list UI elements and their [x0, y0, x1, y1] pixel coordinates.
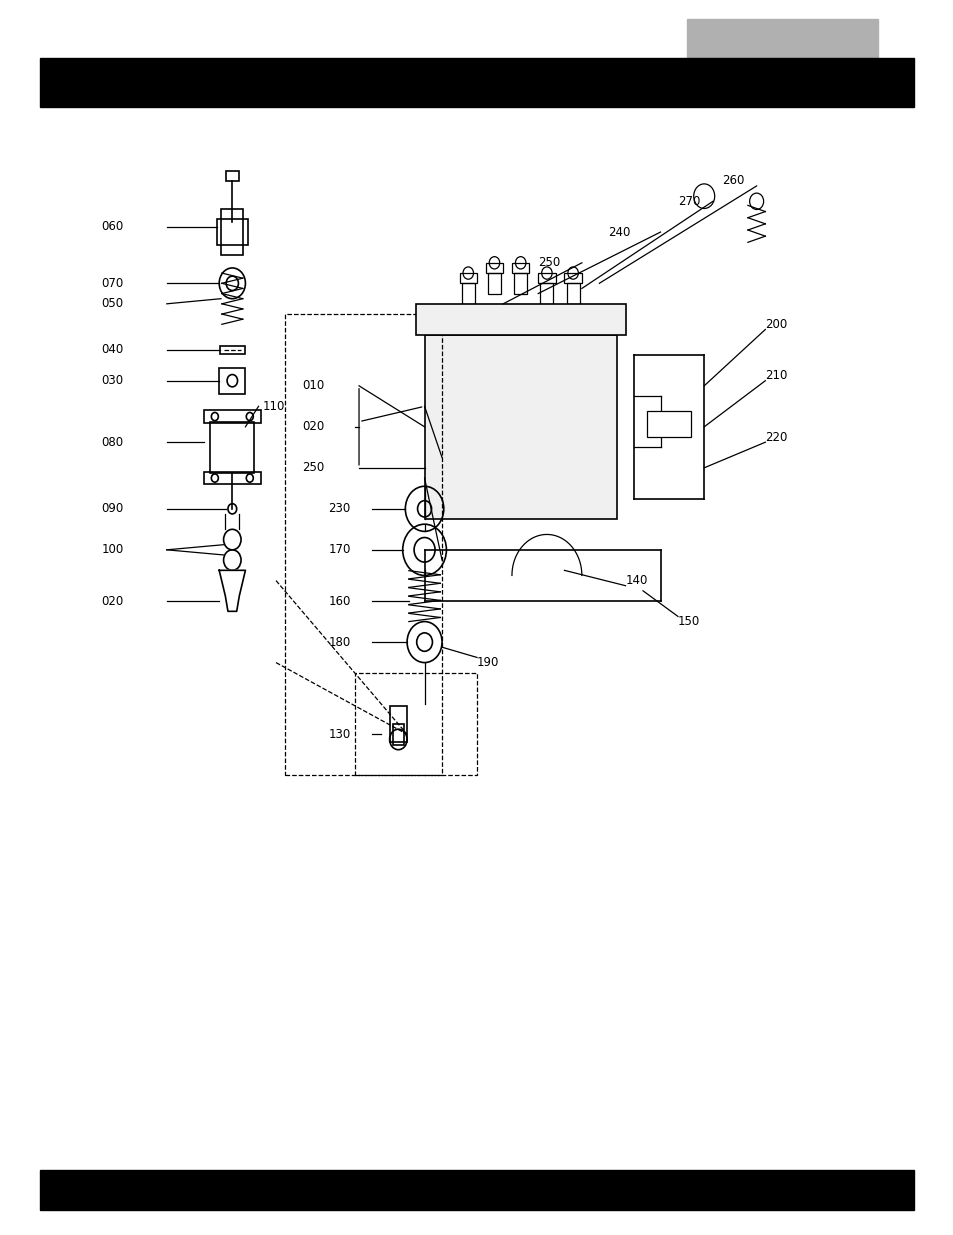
Bar	[221, 209, 243, 256]
Text: 140: 140	[625, 574, 647, 587]
Text: 220: 220	[764, 431, 787, 443]
Bar	[393, 724, 403, 745]
Bar	[220, 346, 244, 354]
Text: 250: 250	[302, 462, 324, 474]
Bar	[512, 263, 529, 273]
Bar	[204, 410, 260, 422]
Bar	[459, 273, 476, 283]
Text: 100: 100	[101, 543, 123, 556]
Bar	[284, 314, 441, 776]
Bar	[226, 170, 238, 180]
Bar	[204, 472, 260, 484]
Text: 020: 020	[302, 420, 324, 433]
Bar	[416, 304, 625, 335]
Bar	[487, 273, 500, 294]
Text: 260: 260	[720, 174, 743, 188]
Bar	[40, 1170, 913, 1210]
Bar	[537, 273, 555, 283]
Bar	[216, 220, 248, 245]
Text: 160: 160	[328, 594, 351, 608]
Polygon shape	[219, 571, 245, 611]
Bar	[461, 283, 475, 304]
Text: 060: 060	[101, 220, 123, 233]
Text: 030: 030	[101, 374, 123, 388]
Bar	[219, 368, 245, 394]
Text: 010: 010	[302, 379, 324, 393]
Text: 250: 250	[537, 257, 559, 269]
Text: 070: 070	[101, 277, 123, 290]
Bar	[647, 411, 690, 437]
Bar	[424, 335, 617, 519]
Text: 230: 230	[328, 503, 351, 515]
Text: 040: 040	[101, 343, 123, 357]
Text: 050: 050	[101, 298, 123, 310]
Text: 200: 200	[764, 317, 787, 331]
Bar	[514, 273, 527, 294]
Text: 110: 110	[263, 400, 285, 412]
Text: 190: 190	[476, 656, 498, 669]
Bar	[539, 283, 553, 304]
Text: 210: 210	[764, 369, 787, 382]
Text: 270: 270	[678, 195, 700, 207]
Bar	[40, 58, 913, 107]
Text: 170: 170	[328, 543, 351, 556]
Text: 080: 080	[101, 436, 123, 448]
Text: 020: 020	[101, 594, 123, 608]
Bar	[355, 673, 476, 776]
Bar	[211, 421, 253, 473]
Text: 130: 130	[328, 727, 351, 741]
Bar	[564, 273, 581, 283]
Bar	[485, 263, 502, 273]
Text: 180: 180	[328, 636, 351, 648]
Bar	[686, 19, 877, 68]
Bar	[389, 706, 407, 742]
Text: 090: 090	[101, 503, 123, 515]
Text: 150: 150	[678, 615, 700, 629]
Text: 240: 240	[607, 226, 630, 238]
Bar	[566, 283, 579, 304]
